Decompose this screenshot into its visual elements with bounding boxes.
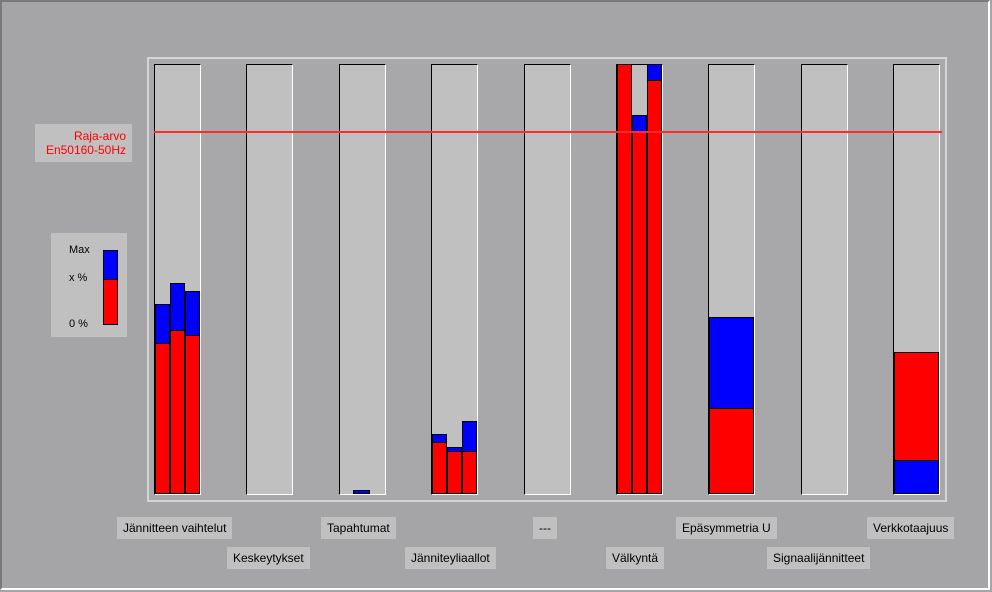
bar-value-0-0 — [155, 343, 170, 494]
bar-chart — [154, 64, 942, 496]
category-label-5[interactable]: Välkyntä — [606, 547, 665, 569]
legend-x-label: x % — [69, 272, 88, 284]
category-label-0[interactable]: Jännitteen vaihtelut — [117, 517, 233, 539]
bar-max-8-0 — [894, 460, 939, 494]
chart-column-0 — [154, 64, 201, 495]
category-label-2[interactable]: Tapahtumat — [321, 517, 396, 539]
bar-value-5-1 — [632, 132, 647, 494]
limit-line — [154, 131, 942, 133]
bar-value-3-1 — [447, 451, 462, 494]
legend: Max x % 0 % — [51, 233, 127, 337]
chart-column-1 — [246, 64, 293, 495]
bar-max-2-0 — [353, 490, 370, 494]
legend-max-swatch — [103, 250, 118, 280]
bar-value-0-2 — [185, 335, 200, 494]
bar-value-3-0 — [432, 442, 447, 494]
chart-column-2 — [339, 64, 386, 495]
chart-column-6 — [708, 64, 755, 495]
category-label-3[interactable]: Jänniteyliaallot — [405, 547, 496, 569]
bar-value-8-0 — [894, 352, 939, 461]
bar-value-5-2 — [647, 80, 662, 494]
category-label-8[interactable]: Verkkotaajuus — [867, 517, 955, 539]
category-label-4[interactable]: --- — [533, 517, 557, 539]
bar-value-5-0 — [617, 65, 632, 494]
limit-label-line2: En50160-50Hz — [45, 143, 126, 157]
chart-column-5 — [616, 64, 663, 495]
category-label-7[interactable]: Signaalijännitteet — [767, 547, 871, 569]
legend-max-label: Max — [69, 244, 90, 256]
legend-x-swatch — [103, 279, 118, 325]
chart-column-3 — [431, 64, 478, 495]
chart-column-4 — [524, 64, 571, 495]
category-label-6[interactable]: Epäsymmetria U — [676, 517, 777, 539]
bar-value-0-1 — [170, 330, 185, 494]
limit-label-line1: Raja-arvo — [73, 129, 126, 143]
chart-column-7 — [801, 64, 848, 495]
chart-column-8 — [893, 64, 940, 495]
category-label-1[interactable]: Keskeytykset — [227, 547, 310, 569]
bar-value-6-0 — [709, 408, 754, 494]
bar-value-3-2 — [462, 451, 477, 494]
legend-zero-label: 0 % — [69, 318, 88, 330]
limit-label: Raja-arvo En50160-50Hz — [35, 124, 132, 162]
